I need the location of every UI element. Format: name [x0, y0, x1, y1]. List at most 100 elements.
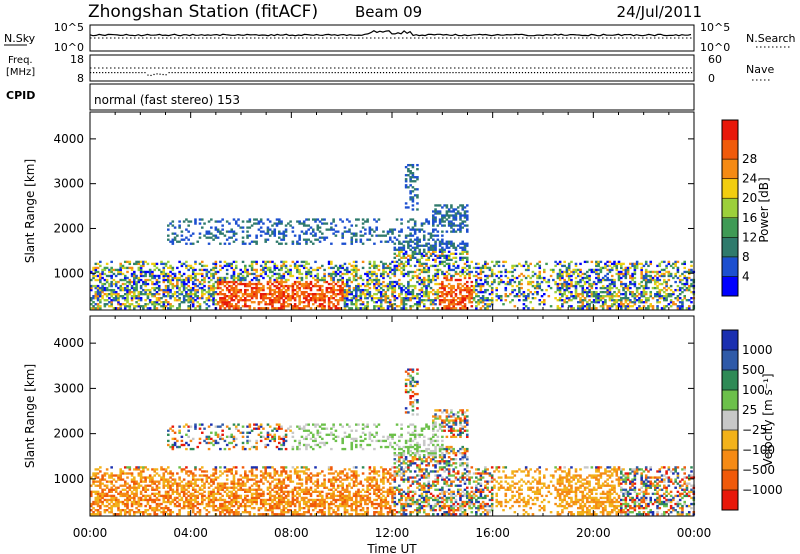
- power-cell: [649, 294, 653, 298]
- power-cell: [450, 210, 453, 213]
- power-cell: [633, 292, 637, 296]
- power-cell: [196, 284, 200, 288]
- power-cell: [277, 230, 281, 233]
- power-cell: [126, 276, 129, 280]
- power-cell: [461, 222, 465, 225]
- power-cell: [407, 186, 410, 189]
- velocity-cell: [142, 486, 145, 489]
- velocity-cell: [110, 466, 113, 469]
- power-cell: [388, 301, 392, 304]
- power-cell: [271, 274, 274, 278]
- power-cell: [436, 272, 440, 276]
- power-cell: [610, 297, 614, 300]
- power-cell: [561, 284, 564, 288]
- velocity-cell: [110, 486, 113, 489]
- power-cell: [334, 264, 338, 268]
- power-cell: [239, 299, 243, 302]
- velocity-cell: [99, 492, 102, 496]
- power-cell: [465, 260, 469, 264]
- power-cell: [345, 272, 349, 276]
- power-cell: [359, 276, 363, 280]
- power-cell: [502, 280, 505, 284]
- power-cell: [515, 284, 519, 288]
- power-cell: [667, 294, 671, 298]
- power-cell: [348, 299, 351, 302]
- velocity-cell: [144, 496, 147, 500]
- power-cell: [579, 284, 582, 288]
- power-cell: [404, 180, 408, 183]
- power-cell: [225, 272, 229, 276]
- power-cell: [171, 282, 175, 286]
- freq-dot: [313, 72, 315, 74]
- power-cell: [318, 226, 322, 229]
- power-cell: [447, 282, 451, 286]
- power-cell: [504, 274, 508, 278]
- velocity-cell: [105, 480, 109, 483]
- colorbar-swatch: [722, 256, 738, 277]
- power-cell: [128, 292, 132, 296]
- power-cell: [117, 297, 120, 300]
- power-cell: [452, 274, 455, 278]
- freq-dot: [434, 72, 436, 74]
- velocity-cell: [110, 506, 113, 510]
- power-cell: [644, 260, 648, 264]
- power-cell: [171, 292, 175, 296]
- power-cell: [277, 292, 281, 296]
- velocity-cell: [167, 490, 170, 493]
- power-cell: [429, 232, 433, 235]
- power-cell: [640, 274, 643, 278]
- power-cell: [407, 254, 410, 257]
- velocity-cell: [191, 494, 195, 498]
- power-cell: [407, 246, 410, 249]
- velocity-cell: [194, 478, 197, 481]
- power-cell: [538, 303, 542, 306]
- velocity-cell: [187, 500, 190, 504]
- power-cell: [486, 280, 489, 284]
- power-cell: [334, 299, 338, 302]
- power-cell: [189, 242, 193, 245]
- power-cell: [300, 292, 304, 296]
- power-cell: [450, 278, 453, 282]
- power-cell: [563, 292, 566, 296]
- power-cell: [268, 290, 272, 294]
- velocity-cell: [142, 480, 145, 483]
- power-cell: [642, 264, 646, 268]
- velocity-cell: [207, 425, 211, 428]
- power-cell: [293, 262, 297, 266]
- power-cell: [234, 238, 238, 241]
- power-cell: [266, 274, 270, 278]
- power-cell: [244, 303, 247, 306]
- power-cell: [531, 280, 535, 284]
- power-cell: [649, 270, 653, 274]
- power-cell: [642, 301, 646, 304]
- power-cell: [348, 220, 351, 223]
- power-cell: [282, 290, 286, 294]
- power-cell: [665, 305, 668, 308]
- power-cell: [92, 272, 95, 276]
- power-cell: [171, 268, 175, 272]
- power-cell: [241, 236, 245, 239]
- power-cell: [529, 301, 532, 304]
- power-cell: [447, 242, 451, 245]
- velocity-cell: [182, 425, 186, 428]
- power-cell: [359, 238, 363, 241]
- power-cell: [176, 234, 179, 237]
- freq-dot: [319, 72, 321, 74]
- power-cell: [416, 246, 419, 249]
- power-cell: [178, 240, 181, 243]
- power-cell: [400, 299, 403, 302]
- power-cell: [194, 292, 197, 296]
- power-cell: [334, 307, 338, 310]
- power-cell: [515, 292, 519, 296]
- power-cell: [223, 234, 227, 237]
- velocity-cell: [200, 500, 204, 504]
- power-cell: [214, 228, 218, 231]
- velocity-cell: [167, 498, 170, 502]
- power-cell: [400, 260, 403, 264]
- power-cell: [155, 290, 159, 294]
- power-cell: [436, 224, 440, 227]
- power-cell: [373, 230, 376, 233]
- power-cell: [169, 240, 172, 243]
- power-cell: [640, 294, 643, 298]
- power-cell: [223, 278, 227, 282]
